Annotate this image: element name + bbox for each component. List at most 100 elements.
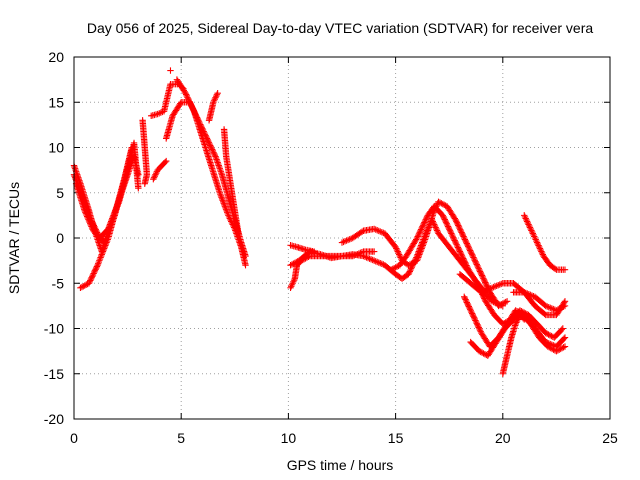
data-point [395, 249, 402, 257]
data-point [438, 200, 445, 207]
data-point [181, 88, 188, 96]
data-point [541, 310, 548, 318]
data-point [538, 249, 546, 257]
data-point [496, 281, 503, 288]
data-point [182, 90, 189, 97]
data-point [435, 198, 442, 205]
data-point [418, 243, 426, 251]
data-point [467, 307, 475, 314]
data-point [548, 305, 556, 312]
data-point [393, 245, 400, 252]
data-point [488, 284, 496, 291]
data-point [186, 99, 194, 107]
data-point [405, 261, 412, 269]
data-point [207, 143, 215, 151]
data-point [443, 220, 450, 227]
data-point [167, 67, 174, 74]
data-point [222, 204, 229, 212]
data-point [182, 91, 190, 98]
data-point [377, 228, 384, 235]
y-axis-label: SDTVAR / TECUs [6, 182, 22, 294]
data-point [523, 216, 530, 224]
data-point [161, 159, 169, 166]
data-point [87, 277, 94, 284]
data-point [536, 243, 543, 251]
data-point [218, 195, 226, 202]
data-point [498, 280, 505, 288]
series-arc-21 [499, 311, 528, 377]
data-point [374, 227, 381, 234]
data-point [544, 343, 552, 350]
data-point [150, 175, 157, 183]
data-point [417, 246, 425, 254]
data-point [392, 264, 399, 271]
data-point [421, 237, 428, 245]
data-point [230, 222, 237, 230]
data-point [102, 242, 109, 249]
data-point [465, 303, 473, 310]
data-point [454, 220, 461, 228]
data-point [88, 223, 95, 230]
data-point [414, 233, 421, 240]
series-arc-7 [147, 80, 187, 120]
plot-frame [73, 56, 611, 420]
data-point [406, 268, 413, 275]
y-tick-label: 5 [56, 185, 64, 201]
data-point [361, 253, 369, 260]
data-point [469, 252, 476, 260]
data-point [389, 265, 396, 273]
data-point [104, 236, 111, 243]
data-point [185, 96, 192, 104]
data-point [470, 314, 478, 321]
data-point [162, 157, 170, 165]
data-point [310, 248, 318, 255]
data-point [418, 245, 425, 252]
data-point [92, 266, 99, 273]
data-point [478, 272, 486, 279]
data-point [94, 260, 102, 267]
data-point [417, 226, 425, 233]
data-point [91, 268, 98, 276]
data-point [364, 254, 372, 262]
x-tick-label: 0 [70, 430, 78, 446]
data-point [431, 222, 439, 230]
data-point [100, 245, 108, 252]
data-point [344, 236, 352, 244]
data-point [553, 347, 560, 355]
data-point [472, 318, 480, 326]
data-point [455, 222, 462, 229]
data-point [479, 288, 487, 295]
data-point [288, 261, 296, 268]
data-point [514, 316, 522, 323]
data-point [409, 259, 416, 267]
x-axis-label: GPS time / hours [287, 457, 394, 473]
data-point [561, 266, 569, 273]
series-arc-5 [139, 117, 151, 187]
data-point [415, 231, 422, 239]
data-point [221, 201, 228, 209]
data-point [559, 325, 567, 332]
data-point [83, 211, 90, 219]
data-point [223, 207, 230, 215]
data-point [513, 319, 520, 326]
data-point [71, 174, 79, 181]
data-point [495, 281, 502, 289]
data-point [461, 295, 469, 302]
data-point [556, 305, 563, 313]
data-point [416, 251, 423, 258]
data-point [228, 219, 236, 227]
data-point [81, 282, 88, 289]
data-point [422, 216, 429, 223]
data-point [94, 261, 101, 269]
data-point [374, 258, 381, 266]
data-point [449, 233, 456, 240]
data-point [221, 203, 229, 210]
data-point [463, 262, 470, 269]
data-point [187, 101, 194, 108]
data-point [375, 227, 382, 235]
data-point [487, 285, 494, 292]
data-point [474, 262, 481, 270]
data-point [99, 249, 106, 257]
data-point [393, 246, 401, 254]
data-point [207, 142, 214, 149]
